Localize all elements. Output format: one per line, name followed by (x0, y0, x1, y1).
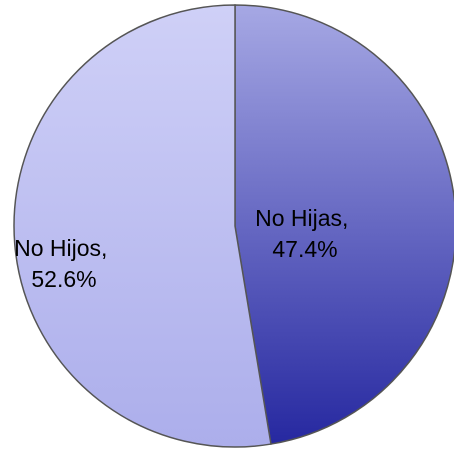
slice-label-no-hijos: No Hijos, 52.6% (14, 235, 114, 292)
pie-slice-no-hijas (234, 4, 454, 445)
slice-label-no-hijas: No Hijas, 47.4% (255, 205, 355, 262)
slice-label-no-hijos-value: 52.6% (31, 266, 96, 292)
pie-slice-no-hijos (13, 4, 272, 448)
slice-label-no-hijas-name: No Hijas, (255, 205, 348, 231)
slice-label-no-hijos-name: No Hijos, (14, 235, 107, 261)
slice-label-no-hijas-value: 47.4% (272, 236, 337, 262)
